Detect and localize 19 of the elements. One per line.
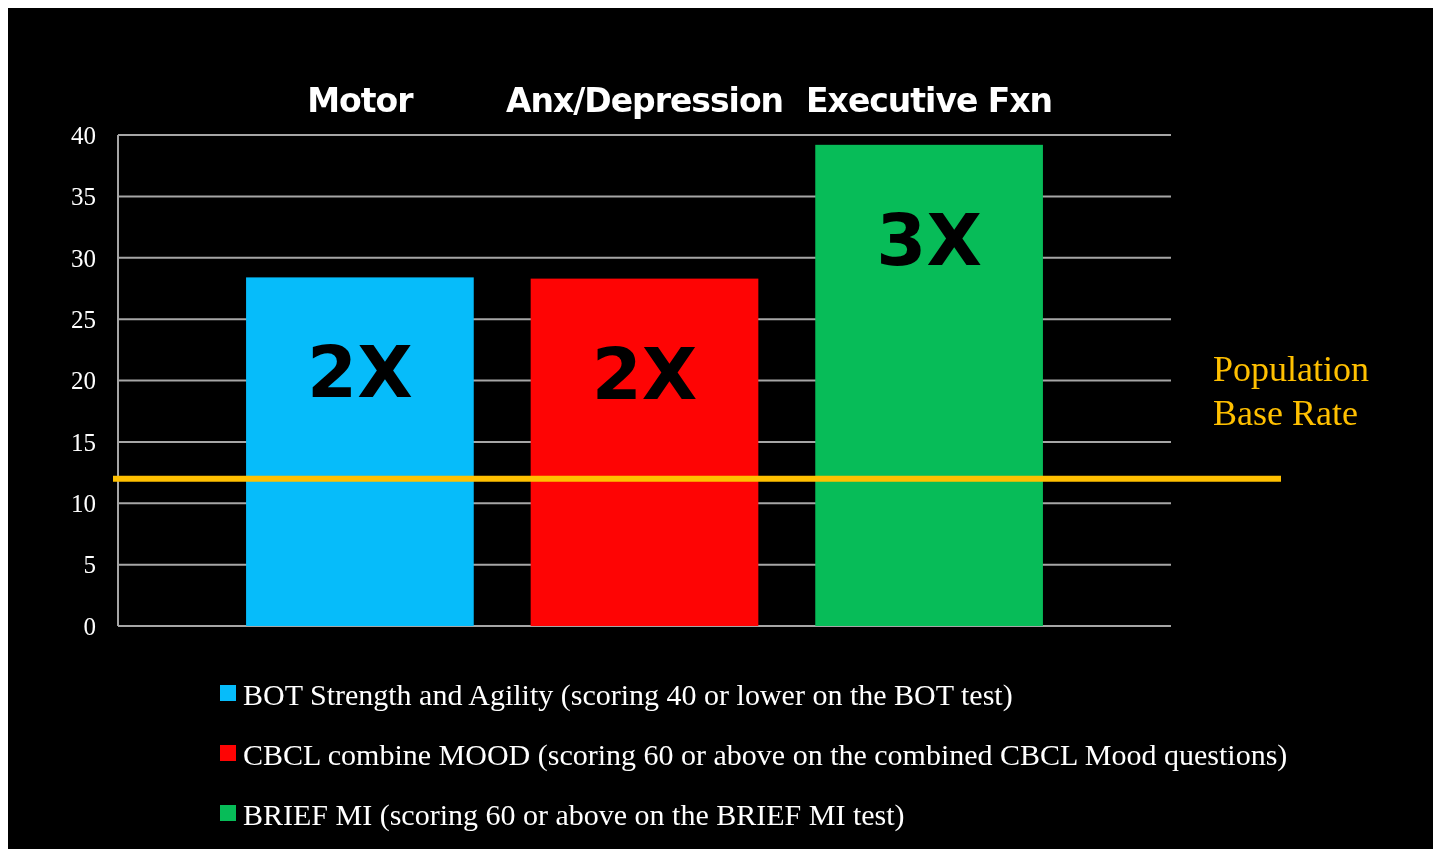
y-tick-label: 0	[83, 612, 96, 640]
annotation: 3X	[876, 197, 982, 282]
x-tick-label: Motor	[307, 81, 415, 120]
annotation: 2X	[591, 331, 698, 416]
annotation: 2X	[307, 330, 413, 415]
legend-label: BRIEF MI (scoring 60 or above on the BRIEF MI test)	[243, 797, 905, 832]
ref-line-label: Population Base Rate	[1213, 348, 1370, 433]
x-tick-label: Anx/Depression	[505, 81, 784, 120]
y-tick-label: 25	[71, 305, 96, 333]
x-tick-label: Executive Fxn	[806, 81, 1053, 120]
y-tick-label: 20	[71, 367, 96, 395]
y-tick-label: 5	[83, 551, 96, 579]
y-tick-label: 35	[71, 183, 96, 211]
y-tick-label: 15	[71, 428, 96, 456]
legend-label: CBCL combine MOOD (scoring 60 or above on the combined CBCL Mood questions)	[243, 737, 1288, 772]
y-tick-label: 30	[71, 244, 96, 272]
y-tick-label: 40	[71, 121, 96, 149]
legend-label: BOT Strength and Agility (scoring 40 or lower on the BOT test)	[243, 677, 1013, 712]
y-tick-label: 10	[71, 490, 96, 517]
